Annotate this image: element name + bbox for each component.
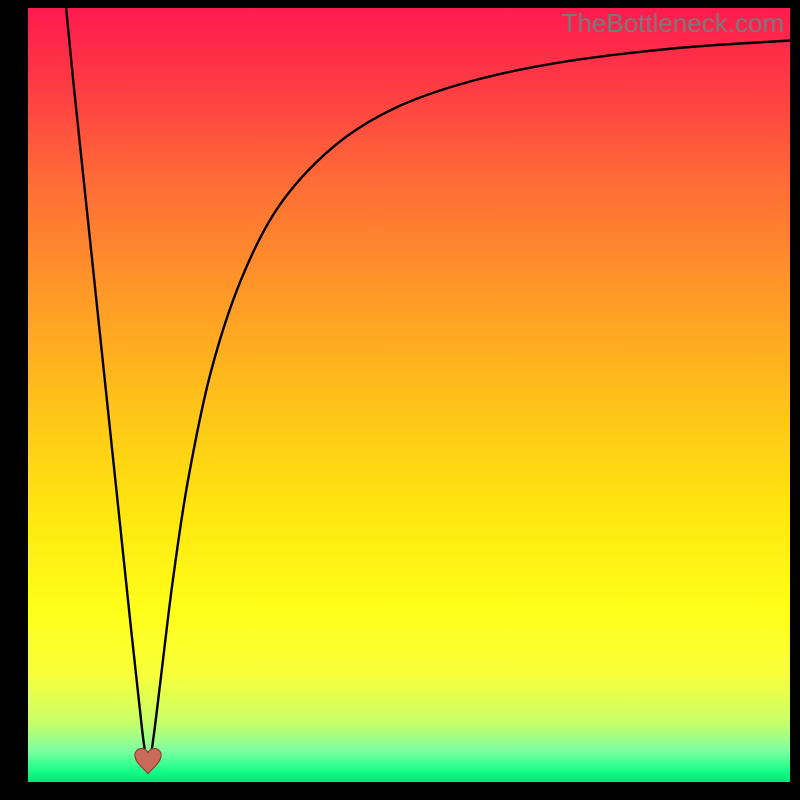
heart-marker bbox=[133, 747, 163, 782]
canvas-root: TheBottleneck.com bbox=[0, 0, 800, 800]
bottleneck-curve bbox=[66, 8, 790, 767]
plot-area bbox=[28, 8, 790, 782]
heart-icon bbox=[133, 747, 163, 777]
curve-layer bbox=[28, 8, 790, 782]
watermark-text: TheBottleneck.com bbox=[561, 8, 784, 39]
